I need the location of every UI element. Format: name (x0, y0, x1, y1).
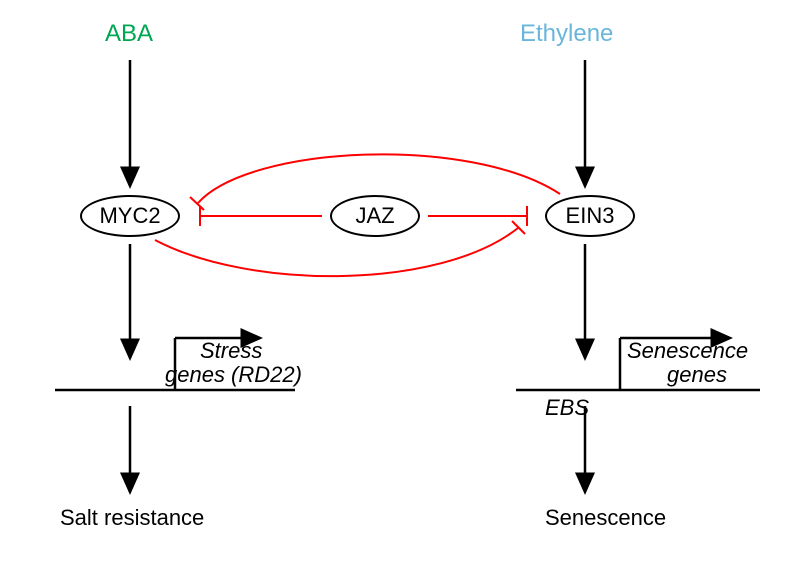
node-myc2: MYC2 (80, 195, 180, 237)
diagram-svg (0, 0, 799, 579)
label-stress-genes-1: Stress (200, 338, 262, 364)
label-ethylene: Ethylene (520, 20, 613, 48)
label-salt-resistance: Salt resistance (60, 505, 204, 531)
node-myc2-label: MYC2 (99, 203, 160, 229)
label-senescence-genes-2: genes (667, 362, 727, 388)
inhibit-ein3-to-myc2-bar (190, 197, 204, 210)
inhibit-myc2-to-ein3-bar (512, 221, 525, 234)
node-ein3-label: EIN3 (566, 203, 615, 229)
label-senescence-genes-1: Senescence (627, 338, 748, 364)
label-senescence: Senescence (545, 505, 666, 531)
label-aba: ABA (105, 20, 153, 48)
inhibit-myc2-to-ein3-curve (155, 228, 518, 276)
node-ein3: EIN3 (545, 195, 635, 237)
node-jaz-label: JAZ (355, 203, 394, 229)
node-jaz: JAZ (330, 195, 420, 237)
label-ebs: EBS (545, 395, 589, 421)
label-stress-genes-2: genes (RD22) (165, 362, 302, 388)
